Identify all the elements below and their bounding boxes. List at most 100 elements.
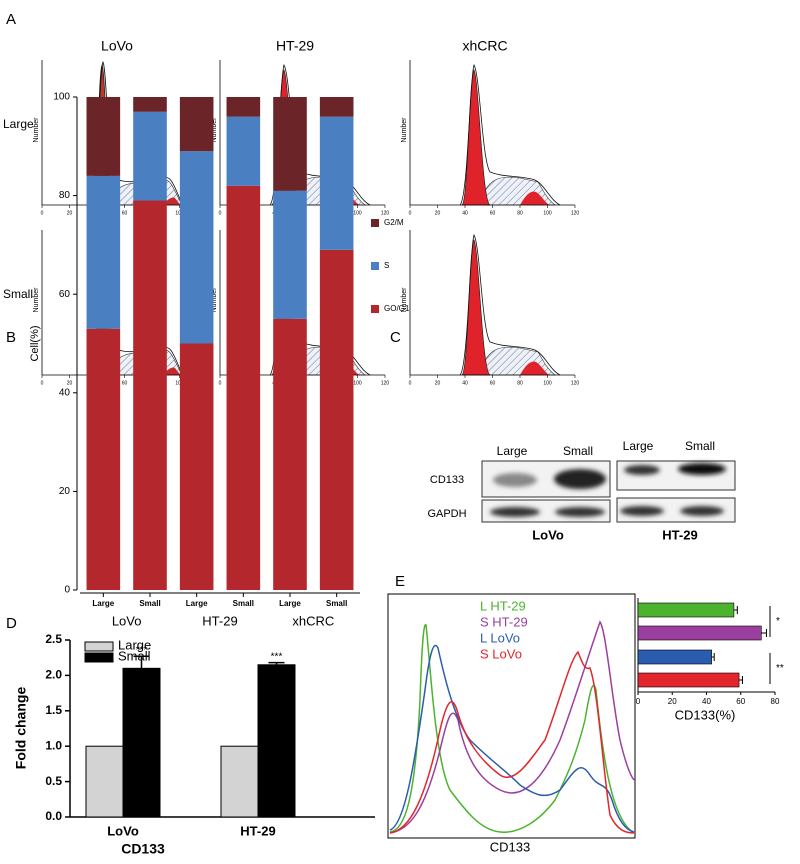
- significance: *: [776, 616, 780, 627]
- legend-entry: S HT-29: [480, 614, 528, 629]
- x-tick-label: Small: [139, 599, 160, 608]
- x-tick-label: 20: [435, 380, 441, 386]
- x-tick-label: 20: [435, 210, 441, 216]
- blot-band: [555, 507, 605, 517]
- y-tick-label: 100: [53, 92, 70, 103]
- x-tick-label: 0: [219, 380, 222, 386]
- row-label: Large: [3, 117, 34, 131]
- x-tick-label: 120: [571, 210, 580, 216]
- blot-band: [554, 469, 606, 489]
- cell-line-label: LoVo: [532, 527, 564, 542]
- legend-swatch: [84, 641, 114, 652]
- lane-label: Large: [623, 439, 654, 453]
- bar-segment: [179, 343, 214, 590]
- column-title: LoVo: [101, 38, 133, 54]
- bar-segment: [273, 97, 307, 191]
- error-bar: [711, 653, 715, 661]
- histogram-shape: [459, 64, 561, 206]
- error-bar: [268, 661, 285, 665]
- legend-swatch: [371, 305, 379, 313]
- error-bar: [133, 655, 150, 669]
- blot-band: [493, 473, 537, 487]
- panel-label: D: [6, 615, 17, 632]
- x-tick-label: 0: [41, 210, 44, 216]
- x-tick-label: 60: [490, 380, 496, 386]
- x-tick-label: 80: [771, 697, 780, 706]
- x-tick-label: 60: [122, 380, 128, 386]
- x-tick-label: 100: [175, 380, 184, 386]
- x-tick-label: 60: [122, 210, 128, 216]
- x-tick-label: 100: [353, 210, 362, 216]
- x-tick-label: 20: [668, 697, 677, 706]
- flow-curve: [389, 624, 635, 834]
- x-tick-label: 20: [67, 380, 73, 386]
- group-label: HT-29: [202, 613, 237, 628]
- y-tick-label: 1.5: [45, 703, 62, 717]
- y-tick-label: 1.0: [45, 738, 62, 752]
- bar: [220, 745, 259, 818]
- x-tick-label: 120: [571, 380, 580, 386]
- x-tick-label: Large: [186, 599, 208, 608]
- bar-segment: [273, 318, 307, 590]
- x-tick-label: 100: [353, 380, 362, 386]
- x-tick-label: HT-29: [240, 823, 275, 838]
- bar-segment: [273, 190, 307, 319]
- bar-segment: [179, 97, 214, 152]
- y-axis-label: Number: [33, 287, 40, 313]
- panel-label: A: [6, 11, 16, 28]
- plot-frame: [387, 593, 636, 839]
- y-axis-label: Number: [211, 287, 218, 313]
- y-tick-label: 20: [59, 486, 71, 497]
- western-blot: Large Small Large Small CD133 GAPDH LoVo…: [427, 439, 736, 542]
- significance: ***: [136, 645, 148, 656]
- blot-band: [680, 506, 724, 516]
- x-tick-label: 0: [636, 697, 641, 706]
- bar-segment: [319, 116, 354, 250]
- x-tick-label: 40: [702, 697, 711, 706]
- bar-segment: [133, 97, 167, 112]
- x-tick-label: Small: [326, 599, 347, 608]
- row-label: Small: [3, 287, 33, 301]
- group-label: LoVo: [112, 613, 142, 628]
- error-bar: [739, 676, 743, 684]
- lane-label: Large: [497, 444, 528, 458]
- bar-segment: [226, 97, 261, 117]
- bar: [122, 667, 161, 818]
- histogram-shape: [459, 234, 561, 376]
- bar-segment: [319, 249, 354, 590]
- x-tick-label: 0: [409, 380, 412, 386]
- bar: [637, 649, 712, 665]
- blot-band: [678, 463, 726, 475]
- blot-band: [624, 465, 660, 475]
- error-bar: [733, 606, 738, 614]
- bar-segment: [133, 111, 167, 201]
- x-tick-label: 80: [517, 210, 523, 216]
- legend-entry: Large: [118, 637, 151, 652]
- y-axis-label: Number: [401, 117, 408, 143]
- flow-curve: [389, 620, 635, 834]
- panel-label: C: [390, 329, 401, 346]
- y-axis-label: Number: [211, 117, 218, 143]
- y-tick-label: 80: [59, 190, 71, 201]
- lane-label: Small: [563, 444, 593, 458]
- y-axis-label: Number: [401, 287, 408, 313]
- x-tick-label: Large: [92, 599, 114, 608]
- bar-segment: [133, 200, 167, 590]
- x-tick-label: 80: [517, 380, 523, 386]
- y-axis-label: Fold change: [13, 687, 29, 770]
- protein-label: CD133: [430, 474, 464, 486]
- x-tick-label: 100: [175, 210, 184, 216]
- x-axis-label: CD133: [121, 841, 165, 857]
- legend-entry: G2/M: [384, 218, 404, 227]
- x-tick-label: 100: [543, 210, 552, 216]
- bar-segment: [179, 151, 214, 344]
- x-tick-label: 60: [490, 210, 496, 216]
- legend-entry: L LoVo: [480, 630, 520, 645]
- legend-entry: Small: [118, 648, 151, 663]
- cell-line-label: HT-29: [662, 527, 697, 542]
- y-tick-label: 0.0: [45, 809, 62, 823]
